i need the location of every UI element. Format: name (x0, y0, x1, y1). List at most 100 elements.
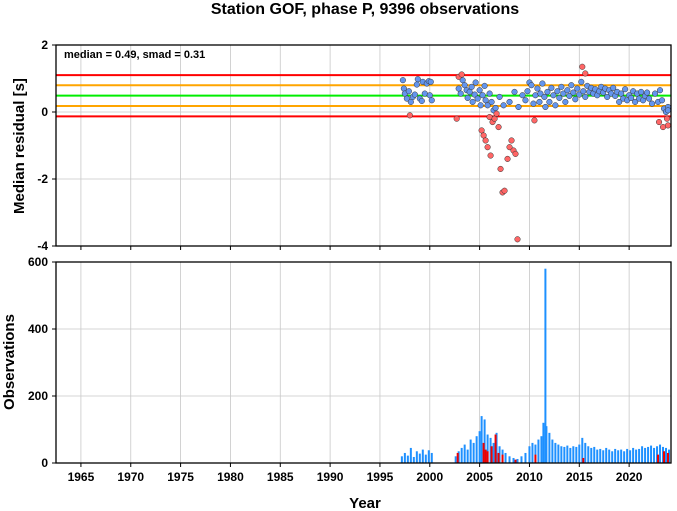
observation-bar (544, 268, 547, 463)
observation-bar (492, 442, 495, 463)
observation-bar (653, 447, 656, 463)
residual-point (501, 187, 508, 194)
observation-bar (599, 448, 602, 463)
residual-point (663, 115, 671, 122)
observation-bar (501, 454, 504, 463)
observation-bar (623, 451, 626, 463)
residual-point (622, 86, 629, 93)
observation-bar (611, 451, 614, 463)
observation-bar (483, 419, 486, 463)
residual-point (652, 90, 659, 97)
residual-point (479, 92, 486, 99)
residual-point (528, 82, 535, 89)
observation-bar (545, 426, 548, 463)
residual-point (512, 150, 519, 157)
residual-point (522, 97, 529, 104)
residual-y-tick-label: 0 (41, 105, 48, 119)
observation-bar (454, 456, 457, 463)
observation-bar (605, 447, 608, 463)
residual-point (519, 92, 526, 99)
observation-bar (578, 444, 581, 463)
residual-point (536, 98, 543, 105)
residual-point (484, 102, 491, 109)
x-tick-label-1965: 1965 (68, 470, 95, 484)
residual-point (486, 90, 493, 97)
observations-x-ticks: 1965 1970 1975 1980 1985 1990 1995 2000 2005 2010… (68, 463, 643, 484)
observation-bar (665, 447, 668, 463)
residual-point (457, 90, 464, 97)
observations-plot-area (56, 262, 671, 463)
residual-point (548, 84, 555, 91)
residual-point (496, 93, 503, 100)
observations-y-tick-label: 0 (41, 456, 48, 470)
x-tick-label-2015: 2015 (566, 470, 593, 484)
observation-bar (667, 452, 670, 463)
observation-bar (469, 439, 472, 463)
observation-bar (650, 445, 653, 463)
residual-point (427, 78, 434, 85)
residual-point (579, 63, 586, 70)
observation-bar (516, 458, 519, 463)
observation-bar (587, 446, 590, 463)
residual-points (399, 63, 672, 243)
observation-bar (584, 442, 587, 463)
residual-point (481, 82, 488, 89)
observations-y-tick-label: 400 (28, 322, 48, 336)
residual-point (458, 71, 465, 78)
observation-bar (635, 449, 638, 463)
residual-point (515, 103, 522, 111)
observation-bar (486, 451, 489, 463)
residual-point (474, 95, 481, 102)
residual-point (574, 85, 581, 92)
residual-point (530, 100, 537, 107)
x-axis-label: Year (349, 495, 381, 511)
observations-bars (400, 268, 670, 463)
residual-point (658, 97, 666, 104)
residual-point (552, 102, 559, 109)
residual-point (508, 137, 515, 144)
observation-bar (512, 457, 515, 463)
observation-bar (475, 436, 478, 463)
observation-bar (617, 450, 620, 463)
residual-point (655, 119, 663, 126)
residual-point (477, 102, 484, 109)
observation-bar (590, 447, 593, 463)
observation-bar (608, 449, 611, 463)
residual-point (542, 103, 549, 111)
observation-bar (557, 444, 560, 463)
residual-point (604, 93, 611, 100)
observation-bar (478, 431, 481, 463)
residual-point (539, 80, 546, 87)
observation-bar (647, 446, 650, 463)
observation-bar (528, 446, 531, 463)
residual-point (649, 100, 656, 107)
observation-bar (663, 451, 666, 463)
x-tick-label-2010: 2010 (516, 470, 543, 484)
residual-plot-area (56, 45, 671, 246)
observation-bar (537, 439, 540, 463)
residual-point (564, 87, 571, 94)
observation-bar (430, 452, 433, 463)
residual-point (418, 97, 425, 104)
observation-bar (497, 452, 500, 463)
observation-bar (400, 456, 403, 463)
chart-title: Station GOF, phase P, 9396 observations (211, 1, 519, 18)
observation-bar (415, 451, 418, 463)
x-tick-label-1990: 1990 (317, 470, 344, 484)
residual-point (487, 152, 494, 159)
observation-bar (563, 446, 566, 463)
observation-bar (575, 446, 578, 463)
observation-bar (566, 445, 569, 463)
residual-point (644, 89, 651, 96)
residual-point (537, 90, 544, 97)
residual-point (403, 95, 410, 102)
observation-bar (542, 422, 545, 463)
residual-point (468, 83, 475, 90)
residual-point (541, 93, 548, 100)
residual-y-axis-label: Median residual [s] (11, 78, 28, 214)
residual-point (399, 77, 406, 84)
residual-point (413, 81, 420, 88)
residual-point (610, 84, 617, 91)
observation-bar (620, 449, 623, 463)
observation-bar (548, 432, 551, 463)
